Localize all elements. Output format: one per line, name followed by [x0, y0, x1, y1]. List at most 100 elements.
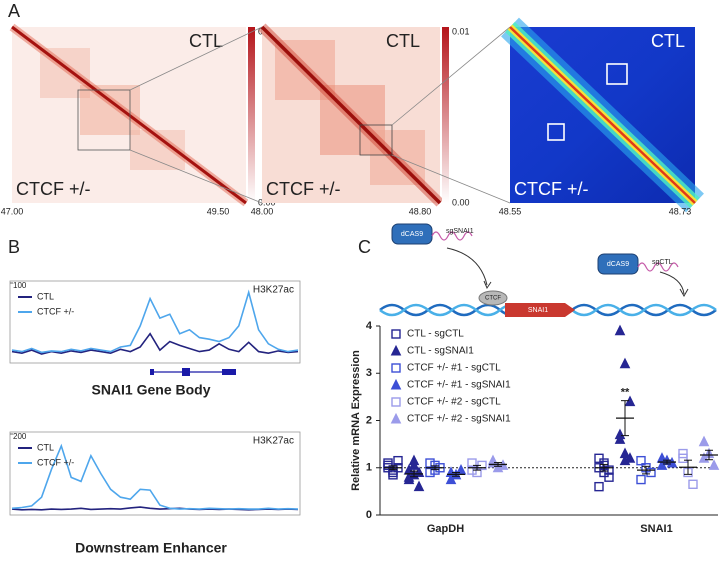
signal-line	[11, 289, 299, 354]
data-point	[393, 455, 403, 466]
diagram-label: sgCTL	[652, 259, 673, 266]
data-point	[408, 459, 420, 470]
legend-marker	[390, 378, 402, 390]
zoom-line	[391, 154, 511, 204]
axis-label: 47.00	[1, 206, 24, 216]
legend-label: CTCF +/- #1 - sgSNAI1	[407, 380, 511, 391]
y-tick-label: 3	[366, 367, 372, 379]
axis-label: 49.50	[207, 206, 230, 216]
legend-label: CTCF +/- #1 - sgCTL	[407, 363, 501, 374]
gene-annotation	[150, 368, 236, 376]
data-point	[619, 447, 631, 459]
axis-label: 48.80	[409, 206, 432, 216]
error-bar	[663, 459, 671, 465]
track-mark-label: H3K27ac	[253, 436, 294, 447]
axis-label: 48.00	[251, 206, 274, 216]
data-point	[636, 455, 646, 466]
data-point	[388, 470, 398, 480]
heatmap-label: CTCF +/-	[16, 179, 91, 199]
panel-label: B	[8, 237, 20, 257]
heatmap-label: CTCF +/-	[266, 179, 341, 199]
diagram-label: dCAS9	[607, 261, 629, 268]
track-title: Downstream Enhancer	[75, 540, 227, 556]
axis-label: 48.55	[499, 206, 522, 216]
data-point	[413, 480, 425, 492]
legend-label: CTCF +/-	[37, 457, 74, 467]
legend-marker	[390, 412, 402, 424]
heatmap	[501, 17, 704, 213]
legend-label: CTCF +/-	[37, 306, 74, 316]
axis-label: 48.73	[669, 206, 692, 216]
error-bar	[705, 449, 713, 461]
heatmap-label: CTL	[189, 31, 223, 51]
significance-label: **	[621, 387, 630, 399]
legend-label: CTL	[37, 442, 54, 452]
error-bar	[684, 459, 692, 475]
error-bar	[473, 464, 481, 471]
y-tick-label: 4	[366, 320, 373, 332]
data-point	[698, 435, 710, 447]
panel-label: A	[8, 1, 20, 21]
data-point	[646, 467, 656, 478]
legend-marker	[390, 344, 402, 356]
heatmap-label: CTCF +/-	[514, 179, 589, 199]
y-tick-label: 1	[366, 462, 372, 474]
data-point	[619, 357, 631, 369]
y-tick-label: 100	[13, 281, 27, 290]
diagram-label: SNAI1	[528, 307, 548, 314]
data-point	[594, 453, 604, 463]
error-bar	[410, 470, 418, 478]
legend-marker	[391, 397, 401, 407]
data-point	[614, 433, 626, 444]
y-tick-label: 2	[366, 414, 372, 426]
y-axis-title: Relative mRNA Expression	[350, 350, 362, 491]
track-frame	[9, 431, 301, 516]
data-point	[467, 458, 477, 468]
diagram-label: sgSNAI1	[446, 228, 474, 235]
data-point	[678, 448, 688, 459]
heatmap	[9, 23, 255, 207]
zoom-line	[129, 149, 263, 204]
error-bar	[494, 462, 502, 467]
error-bar	[452, 471, 460, 477]
y-tick-label: 200	[13, 432, 27, 441]
diagram-label: CTCF	[485, 296, 501, 302]
zoom-line	[129, 26, 263, 91]
data-point	[678, 453, 688, 463]
zoom-line	[391, 26, 511, 126]
error-bar	[600, 463, 608, 472]
data-point	[614, 324, 626, 336]
signal-line	[11, 332, 299, 355]
heatmap-label: CTL	[651, 31, 685, 51]
error-bar	[389, 465, 397, 471]
data-point	[688, 479, 698, 489]
diagram-label: dCAS9	[401, 231, 423, 238]
legend-label: CTCF +/- #2 - sgSNAI1	[407, 414, 511, 425]
data-point	[594, 481, 604, 492]
signal-line	[11, 443, 299, 510]
legend-marker	[391, 363, 401, 373]
panel-label: C	[358, 237, 371, 257]
legend-label: CTL - sgSNAI1	[407, 346, 474, 357]
data-point	[604, 465, 614, 475]
legend-label: CTL - sgCTL	[407, 329, 464, 340]
data-point	[708, 459, 720, 470]
colorbar-label: 0.00	[452, 197, 470, 207]
track-mark-label: H3K27ac	[253, 285, 294, 296]
data-point	[604, 472, 614, 482]
heatmap	[258, 23, 449, 207]
data-point	[636, 474, 646, 485]
track-title: SNAI1 Gene Body	[91, 382, 210, 398]
y-tick-label: 0	[366, 509, 372, 521]
data-point	[656, 459, 668, 470]
data-point	[425, 467, 435, 478]
heatmap-label: CTL	[386, 31, 420, 51]
legend-marker	[391, 329, 401, 339]
colorbar-label: 0.01	[452, 26, 470, 36]
x-tick-label: GapDH	[427, 523, 464, 535]
data-point	[425, 458, 435, 468]
track-frame	[9, 280, 301, 364]
error-bar	[642, 465, 650, 475]
crispr-diagram	[379, 223, 717, 317]
